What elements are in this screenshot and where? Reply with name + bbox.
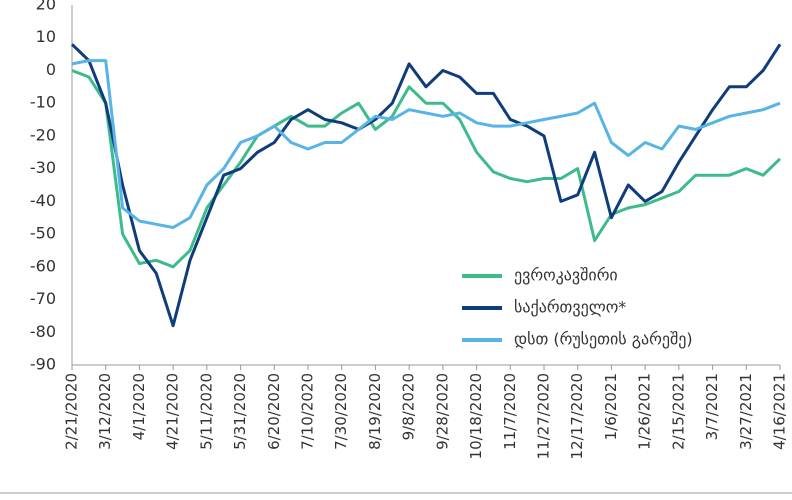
x-tick-label: 3/12/2020: [96, 373, 114, 450]
y-tick-label: -50: [30, 224, 56, 243]
y-tick-label: 0: [46, 60, 56, 79]
y-tick-label: -10: [30, 93, 56, 112]
series-line: [70, 43, 782, 328]
x-tick-label: 5/31/2020: [231, 373, 249, 450]
x-tick-label: 9/8/2020: [400, 373, 418, 440]
x-tick-label: 8/19/2020: [366, 373, 384, 450]
x-tick-label: 11/27/2020: [535, 373, 553, 459]
x-tick-label: 4/1/2020: [130, 373, 148, 440]
x-tick-label: 1/26/2021: [636, 373, 654, 450]
y-tick-label: 10: [36, 27, 56, 46]
x-tick-label: 7/30/2020: [332, 373, 350, 450]
x-tick-label: 4/21/2020: [164, 373, 182, 450]
y-tick-label: -70: [30, 289, 56, 308]
legend-label: დსთ (რუსეთის გარეშე): [514, 330, 693, 349]
x-tick-label: 7/10/2020: [299, 373, 317, 450]
y-tick-label: -80: [30, 322, 56, 341]
series-line: [71, 69, 782, 269]
x-tick-label: 3/27/2021: [737, 373, 755, 450]
x-tick-label: 10/18/2020: [467, 373, 485, 459]
y-tick-label: -40: [30, 191, 56, 210]
legend-label: საქართველო*: [514, 298, 626, 317]
x-tick-label: 5/11/2020: [197, 373, 215, 450]
x-tick-label: 1/6/2021: [602, 373, 620, 440]
x-tick-label: 2/21/2020: [63, 373, 81, 450]
y-tick-label: -20: [30, 125, 56, 144]
x-tick-label: 3/7/2021: [703, 373, 721, 440]
x-tick-label: 9/28/2020: [433, 373, 451, 450]
y-tick-label: -90: [30, 355, 56, 374]
x-tick-label: 12/17/2020: [568, 373, 586, 459]
x-tick-label: 2/15/2021: [669, 373, 687, 450]
x-tick-label: 4/16/2021: [771, 373, 789, 450]
y-tick-label: 20: [36, 0, 56, 14]
x-tick-label: 6/20/2020: [265, 373, 283, 450]
y-tick-label: -60: [30, 256, 56, 275]
y-tick-label: -30: [30, 158, 56, 177]
legend-label: ევროკავშირი: [514, 266, 618, 285]
x-tick-label: 11/7/2020: [501, 373, 519, 450]
series-line: [71, 59, 781, 229]
